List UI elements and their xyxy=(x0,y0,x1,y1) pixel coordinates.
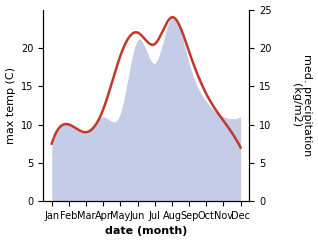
Y-axis label: max temp (C): max temp (C) xyxy=(5,67,16,144)
X-axis label: date (month): date (month) xyxy=(105,227,187,236)
Y-axis label: med. precipitation
(kg/m2): med. precipitation (kg/m2) xyxy=(291,54,313,157)
